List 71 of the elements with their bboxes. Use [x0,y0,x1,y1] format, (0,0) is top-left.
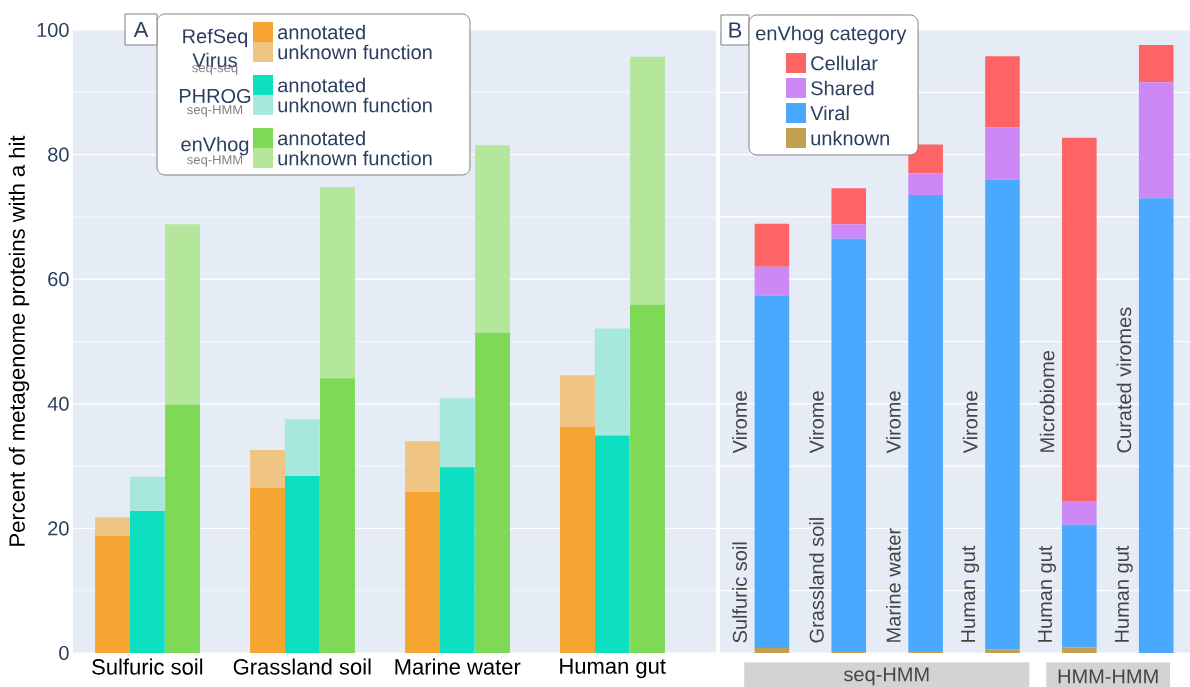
legend-title: enVhog [181,136,249,156]
legend-label: annotated [278,130,365,146]
bar [475,145,510,333]
bar [320,186,355,379]
bar [1062,137,1097,501]
legend-label: unknown function [278,44,432,60]
annotation: Virome [885,391,901,454]
bar [439,398,475,468]
bar [908,195,943,652]
x-tick-label: Sulfuric soil [732,542,747,643]
chart-title: A [133,21,149,38]
x-tick-label: Human gut [1038,545,1057,642]
legend-label: Cellular [811,55,878,71]
bar [1138,82,1174,199]
y-tick-label: 80 [48,147,69,162]
legend-label: Viral [810,105,849,121]
bar [831,188,867,225]
x-tick-label: Marine water [395,658,521,675]
annotation: Microbiome [1039,350,1055,452]
annotation: seq-HMM [187,155,243,167]
annotation: Curated viromes [1116,307,1132,453]
legend-label: unknown [811,130,889,146]
bar [594,328,630,436]
bar [831,224,867,239]
bar [165,224,200,405]
bar [95,517,130,536]
x-tick-label: Sulfuric soil [92,658,203,675]
bar [985,127,1020,180]
y-tick-label: 100 [37,22,69,38]
bar [754,266,790,296]
legend-label: unknown function [278,150,432,166]
text: HMM-HMM [1058,669,1158,684]
annotation: seq-HMM [187,105,243,117]
bar [754,648,790,653]
x-tick-label: Human gut [560,658,666,679]
y-tick-label: 20 [48,521,69,536]
x-tick-label: Human gut [961,545,980,642]
bar [985,56,1020,128]
legend-label: unknown function [278,97,432,113]
bar [754,223,790,267]
bar [985,179,1020,650]
bar [1062,500,1097,525]
annotation: Virome [809,391,824,454]
legend-label: Shared [811,80,874,96]
legend-label: annotated [278,77,365,93]
y-tick-label: 40 [47,396,69,411]
x-tick-label: Grassland soil [809,518,824,643]
y-tick-label: 60 [48,272,69,287]
bar [831,238,867,652]
legend-title: PHROG [179,88,251,104]
x-tick-label: Grassland soil [233,658,371,675]
chart-title: B [729,22,742,38]
bar [754,295,790,648]
x-tick-label: Human gut [1114,545,1133,642]
bar [1062,524,1097,648]
bar [630,56,665,305]
y-tick-label: 0 [59,645,69,661]
bar [129,476,165,511]
legend-title: enVhog category [756,25,907,45]
bar [1062,647,1097,653]
bar [284,419,320,477]
bar [1138,198,1174,653]
bar [1138,44,1174,83]
text: seq-HMM [844,667,929,686]
bar [908,173,943,196]
annotation: Virome [962,391,978,454]
legend-label: annotated [278,24,365,40]
bar [985,649,1020,653]
annotation: Virome [732,391,747,454]
x-tick-label: Marine water [885,528,901,642]
y-axis-title: Percent of metagenome proteins with a hit [8,135,30,546]
